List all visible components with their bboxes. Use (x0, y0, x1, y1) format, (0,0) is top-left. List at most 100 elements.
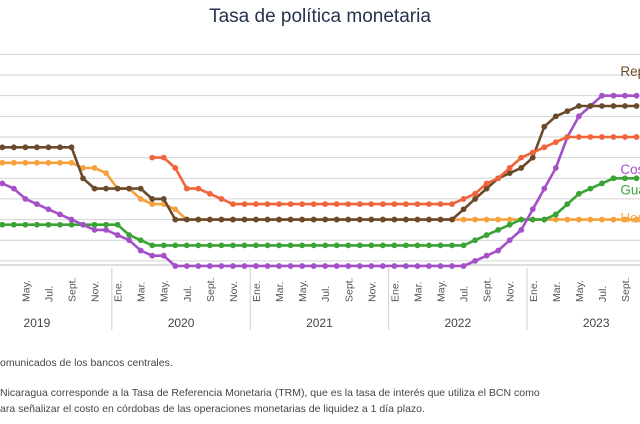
data-point (564, 216, 571, 223)
x-tick-label: Jul. (320, 286, 332, 302)
data-point (506, 216, 513, 223)
data-point (137, 196, 144, 202)
data-point (587, 185, 594, 192)
data-point (253, 242, 259, 249)
data-point (322, 242, 329, 249)
data-point (379, 216, 386, 223)
data-point (414, 201, 421, 207)
data-point (0, 180, 6, 187)
data-point (587, 103, 594, 109)
footnote-line-2: ara señalizar el costo en córdobas de la… (0, 403, 425, 415)
data-point (587, 216, 594, 223)
data-point (610, 134, 617, 140)
data-point (195, 216, 202, 223)
data-point (552, 139, 559, 146)
data-point (633, 216, 640, 223)
data-point (518, 216, 525, 223)
x-tick-label: Sept. (66, 277, 78, 302)
data-point (622, 103, 628, 109)
data-point (287, 242, 294, 249)
data-point (10, 185, 17, 192)
data-point (322, 216, 329, 223)
data-point (264, 216, 271, 223)
data-point (564, 201, 571, 207)
data-point (472, 216, 478, 223)
series-label: Hon (620, 211, 640, 226)
data-point (449, 201, 455, 207)
data-point (333, 201, 340, 207)
data-point (345, 216, 352, 223)
data-point (495, 216, 502, 223)
data-point (91, 226, 98, 233)
x-tick-label: Nov. (90, 281, 102, 302)
data-point (183, 216, 190, 223)
data-point (206, 242, 213, 249)
data-point (483, 185, 490, 192)
data-point (103, 221, 109, 228)
series-label: Costa (620, 162, 640, 177)
data-point (518, 165, 525, 171)
data-point (610, 92, 617, 99)
source-note: omunicados de los bancos centrales. (0, 357, 173, 369)
data-point (506, 170, 513, 177)
data-point (506, 221, 513, 228)
data-point (506, 237, 513, 244)
data-point (241, 263, 248, 269)
data-point (391, 242, 398, 249)
data-point (22, 144, 29, 151)
data-point (403, 201, 409, 207)
data-point (575, 134, 582, 140)
data-point (114, 232, 121, 238)
data-point (449, 242, 455, 249)
data-point (45, 206, 52, 213)
data-point (403, 242, 409, 249)
data-point (449, 263, 455, 269)
data-point (126, 185, 133, 192)
data-point (391, 263, 398, 269)
data-point (68, 159, 75, 166)
data-point (264, 201, 271, 207)
data-point (460, 242, 467, 249)
data-point (599, 134, 605, 140)
data-point (149, 154, 156, 161)
data-point (599, 216, 605, 223)
data-point (333, 263, 340, 269)
data-point (230, 263, 236, 269)
data-point (195, 185, 202, 192)
data-point (45, 159, 52, 166)
data-point (57, 211, 63, 218)
data-point (333, 242, 340, 249)
data-point (34, 159, 40, 166)
data-point (426, 242, 432, 249)
series-nicaragua (149, 134, 640, 207)
series-line (0, 104, 638, 221)
x-tick-label: May. (436, 280, 448, 302)
data-point (518, 226, 525, 233)
data-point (172, 206, 179, 213)
x-tick-label: May. (297, 280, 309, 302)
data-point (160, 252, 167, 259)
data-point (10, 144, 17, 151)
data-point (183, 242, 190, 249)
data-point (495, 247, 502, 254)
data-point (57, 221, 63, 228)
data-point (356, 242, 363, 249)
data-point (218, 263, 225, 269)
data-point (622, 216, 628, 223)
data-point (379, 201, 386, 207)
data-point (564, 134, 571, 140)
data-point (541, 185, 548, 192)
data-point (506, 165, 513, 171)
x-tick-label: Jul. (597, 286, 609, 302)
data-point (103, 226, 109, 233)
data-point (0, 144, 6, 151)
data-point (587, 134, 594, 140)
data-point (391, 216, 398, 223)
data-point (472, 190, 478, 197)
data-point (126, 232, 133, 238)
data-point (195, 242, 202, 249)
data-point (495, 226, 502, 233)
data-point (299, 201, 306, 207)
data-point (264, 263, 271, 269)
